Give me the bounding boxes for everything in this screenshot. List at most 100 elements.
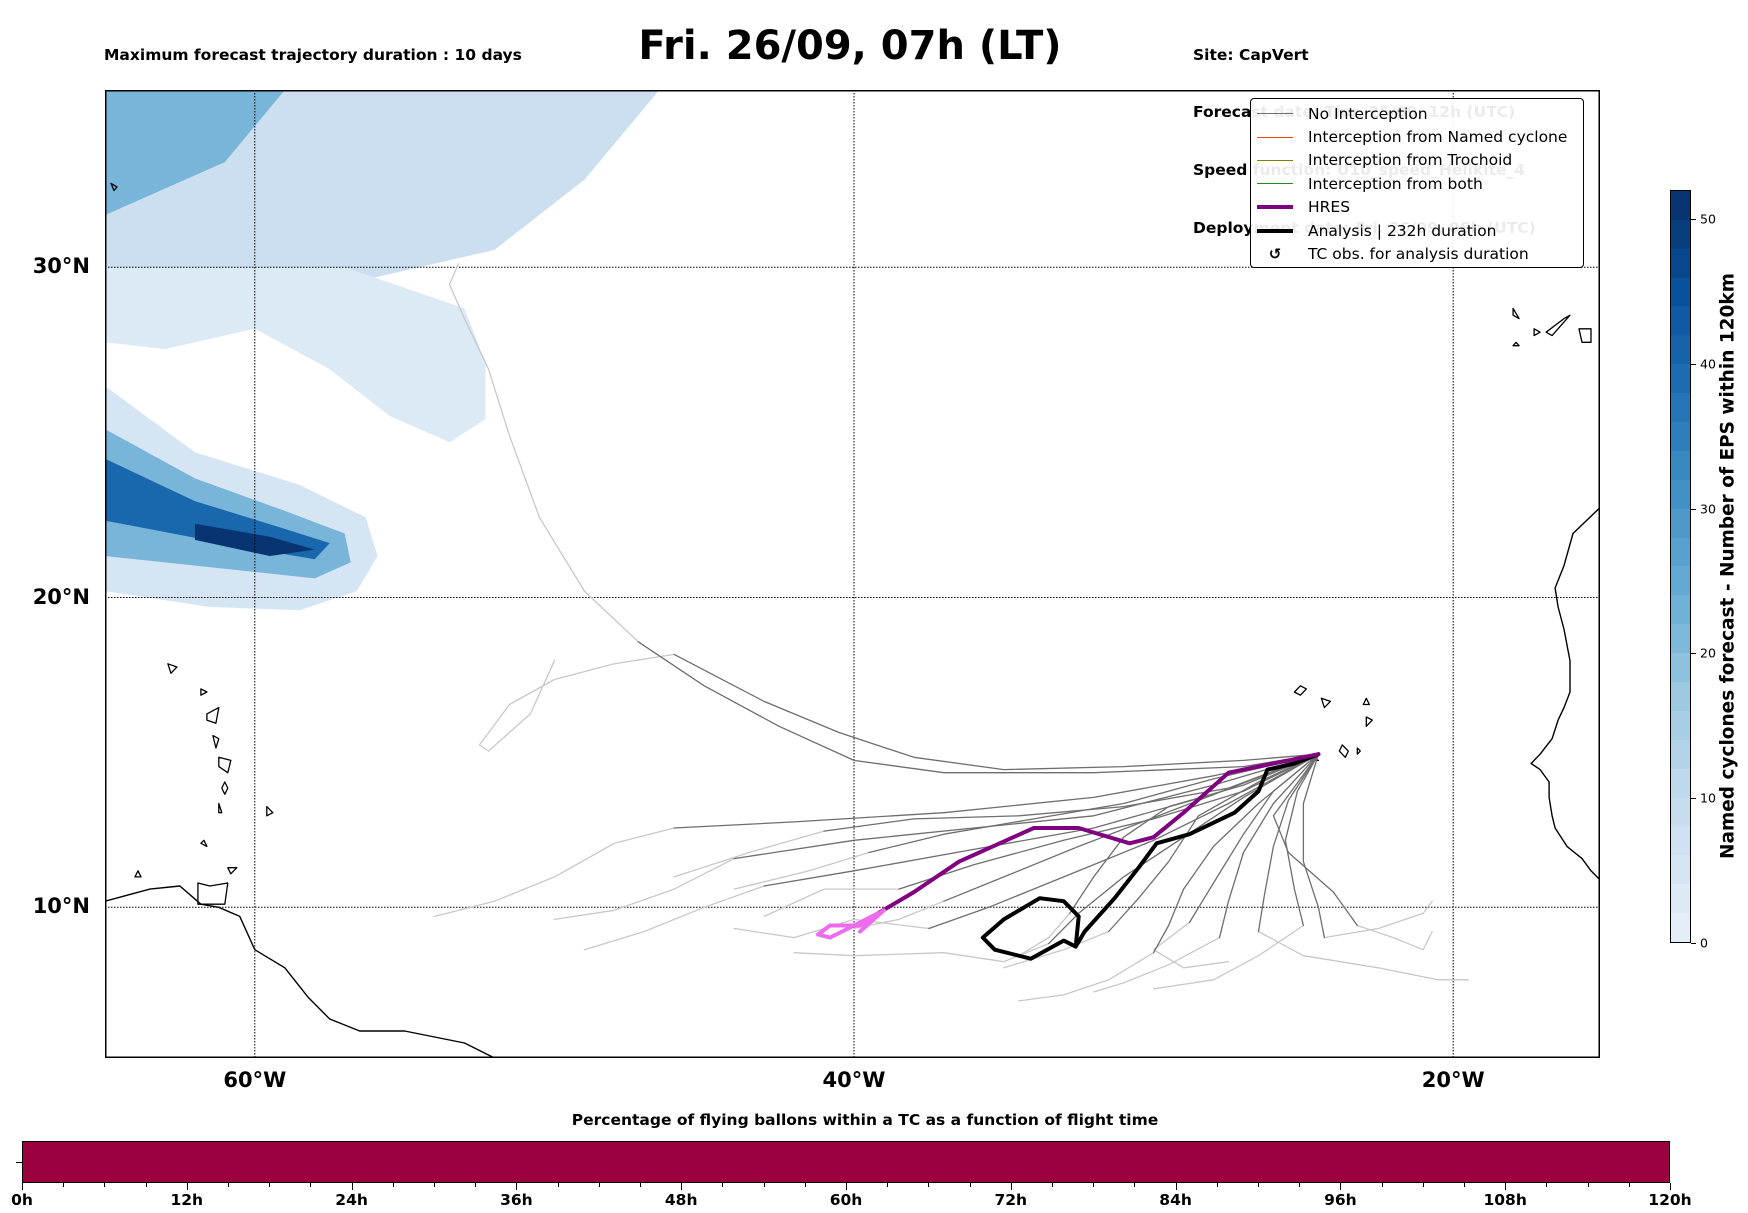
timeline-minor-tick <box>228 1183 229 1187</box>
legend-item-tc-obs: ↺ TC obs. for analysis duration <box>1257 242 1583 265</box>
timeline-minor-tick <box>145 1183 147 1187</box>
colorbar-tick-label: 10 <box>1700 790 1716 806</box>
colorbar-tick <box>1691 653 1696 655</box>
legend-item-trochoid: Interception from Trochoid <box>1257 149 1583 172</box>
colorbar-segment <box>1671 537 1690 567</box>
colorbar-segment <box>1671 595 1690 625</box>
eps-trajectory <box>1218 753 1320 939</box>
timeline-minor-tick <box>1381 1183 1383 1187</box>
timeline-minor-tick <box>1546 1183 1548 1187</box>
colorbar-tick-label: 30 <box>1700 501 1716 517</box>
eps-trajectory-late <box>1003 930 1110 969</box>
colorbar-label: Named cyclones forecast - Number of EPS … <box>1717 272 1739 860</box>
timeline-tick-label: 24h <box>335 1191 368 1209</box>
timeline-minor-tick <box>722 1183 724 1187</box>
latitude-label: 20°N <box>32 584 90 609</box>
timeline-minor-tick <box>1052 1183 1053 1187</box>
island-outline <box>1512 341 1520 347</box>
timeline-major-tick <box>1340 1183 1342 1190</box>
eps-trajectory-late <box>733 851 870 890</box>
island-outline <box>1338 744 1349 758</box>
header-line-site: Site: CapVert <box>1193 45 1309 64</box>
colorbar-segment <box>1671 248 1690 278</box>
timeline-tick-label: 36h <box>500 1191 533 1209</box>
cyclone-density-layer <box>105 90 660 611</box>
timeline-major-tick <box>22 1183 23 1190</box>
eps-trajectory <box>637 641 1320 774</box>
colorbar-tick <box>1691 798 1696 800</box>
colorbar-segment <box>1671 739 1690 769</box>
eps-early-trajectories <box>637 641 1358 954</box>
legend-item-hres: HRES <box>1257 196 1583 219</box>
longitude-label: 60°W <box>223 1068 287 1092</box>
eps-trajectory <box>898 753 1320 890</box>
eps-trajectory-late <box>1093 936 1221 993</box>
timeline-y-tick <box>16 1162 22 1163</box>
island-outline <box>167 663 178 674</box>
eps-trajectory <box>1048 753 1320 945</box>
timeline-major-tick <box>1505 1183 1507 1190</box>
timeline-fill <box>23 1142 1669 1182</box>
eps-trajectory-late <box>763 888 900 918</box>
colorbar-segment <box>1671 566 1690 596</box>
colorbar-segment <box>1671 653 1690 682</box>
timeline-tick-label: 108h <box>1483 1191 1527 1209</box>
eps-trajectory <box>1152 753 1320 954</box>
timeline-minor-tick <box>392 1183 394 1187</box>
colorbar-segment <box>1671 797 1690 827</box>
hres-trajectory-layer <box>816 752 1321 940</box>
colorbar-segment <box>1671 364 1690 394</box>
timeline-major-tick <box>186 1183 188 1190</box>
timeline-minor-tick <box>1258 1183 1259 1187</box>
eps-trajectory-late <box>433 827 675 918</box>
density-region-arm-lobe <box>105 267 486 443</box>
timeline-minor-tick <box>63 1183 65 1187</box>
island-outline <box>200 688 208 696</box>
eps-trajectory <box>1302 753 1326 939</box>
eps-trajectory-late <box>1152 924 1305 990</box>
coastline-africa <box>1530 506 1600 881</box>
longitude-label: 20°W <box>1421 1068 1485 1092</box>
colorbar-segment <box>1671 450 1690 480</box>
colorbar-segment <box>1671 479 1690 509</box>
colorbar-segment <box>1671 884 1690 914</box>
colorbar-segment <box>1671 421 1690 451</box>
timeline-minor-tick <box>1628 1183 1630 1187</box>
timeline-minor-tick <box>763 1183 765 1187</box>
coastline-layer <box>105 182 1600 1058</box>
trajectory-map <box>105 90 1600 1058</box>
island-outline <box>206 706 220 724</box>
timeline-tick-label: 12h <box>170 1191 204 1209</box>
colorbar <box>1670 190 1691 943</box>
density-region-northwest-core <box>105 90 285 216</box>
timeline-minor-tick <box>557 1183 559 1187</box>
timeline-tick-label: 48h <box>664 1191 698 1209</box>
timeline-minor-tick <box>475 1183 477 1187</box>
timeline-major-tick <box>351 1183 353 1190</box>
colorbar-segment <box>1671 219 1690 249</box>
colorbar-segment <box>1671 508 1690 538</box>
timeline-major-tick <box>1670 1183 1671 1190</box>
island-outline <box>266 805 274 817</box>
timeline-major-tick <box>681 1183 683 1190</box>
island-outline <box>1356 747 1361 755</box>
eps-trajectory-late <box>583 885 765 951</box>
island-outline <box>200 839 208 848</box>
timeline-minor-tick <box>804 1183 806 1187</box>
eps-trajectory-late <box>1323 900 1433 939</box>
eps-trajectory-late <box>673 830 825 878</box>
island-outline <box>1293 685 1308 696</box>
timeline-minor-tick <box>598 1183 600 1187</box>
legend-swatch-hres <box>1257 205 1293 210</box>
colorbar-tick-label: 0 <box>1700 935 1708 951</box>
hres-trajectory-late <box>816 908 886 940</box>
legend-swatch-no-interception <box>1257 113 1293 115</box>
island-outline <box>1578 328 1592 343</box>
eps-trajectory <box>1257 753 1320 933</box>
timeline-tick-label: 72h <box>994 1191 1028 1209</box>
eps-trajectory <box>823 753 1320 832</box>
legend-swatch-named-cyclone <box>1257 136 1293 138</box>
colorbar-segment <box>1671 681 1690 711</box>
colorbar-segment <box>1671 768 1690 798</box>
eps-trajectory <box>1188 753 1320 924</box>
